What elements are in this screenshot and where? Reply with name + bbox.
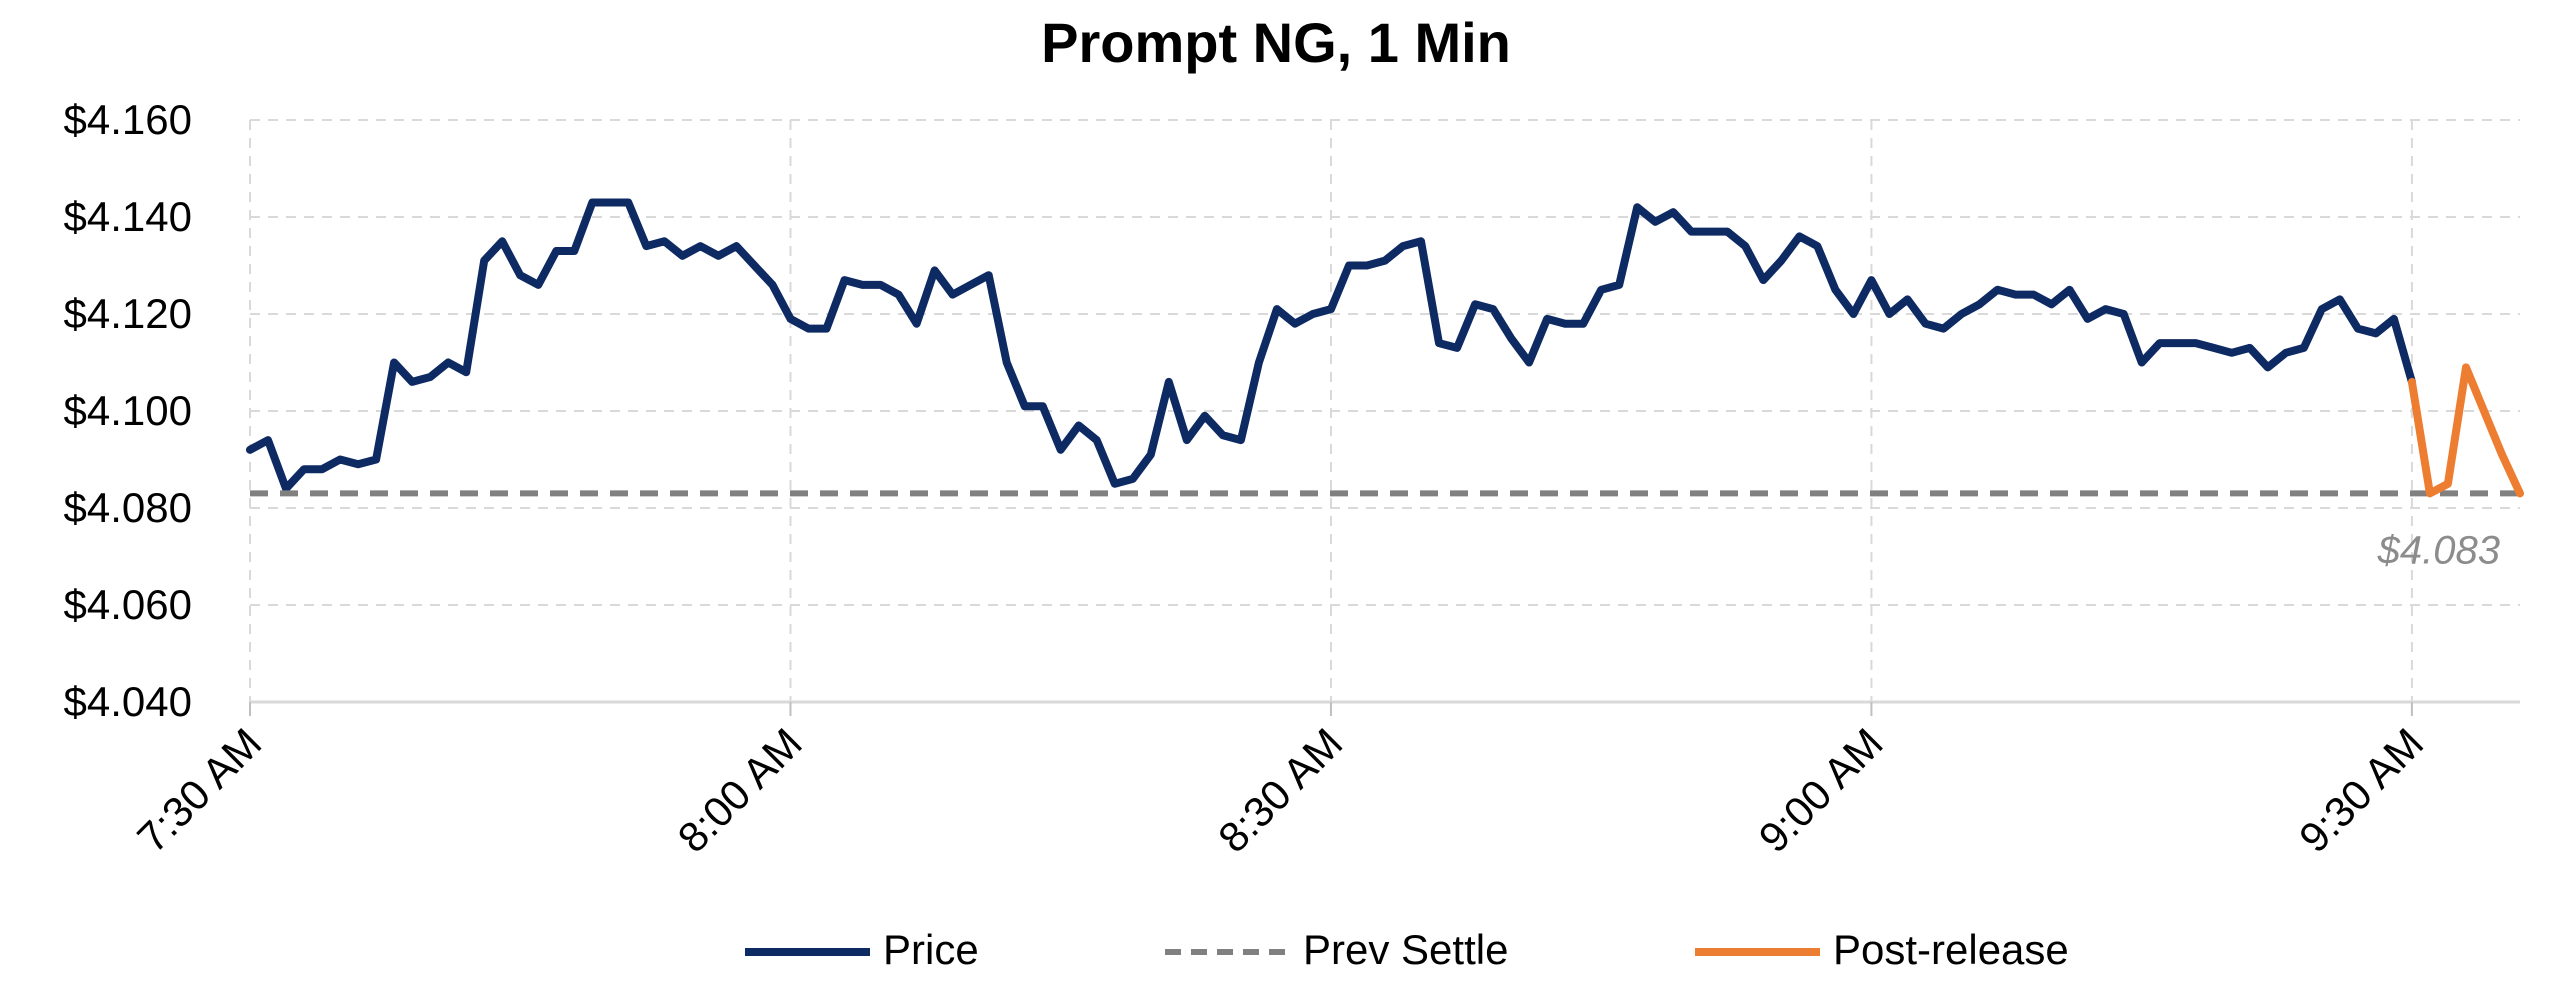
series-layer <box>246 198 2524 498</box>
y-tick-label: $4.120 <box>64 290 192 337</box>
y-tick-label: $4.160 <box>64 96 192 143</box>
legend: Price Prev Settle Post-release <box>745 926 2069 973</box>
legend-item-post-release: Post-release <box>1695 926 2069 973</box>
legend-label-prev-settle: Prev Settle <box>1303 926 1508 973</box>
x-tick-label: 8:00 AM <box>669 719 811 861</box>
legend-label-post-release: Post-release <box>1833 926 2069 973</box>
x-tick-label: 9:30 AM <box>2290 719 2432 861</box>
x-tick-label: 8:30 AM <box>1209 719 1351 861</box>
axes: $4.040 $4.060 $4.080 $4.100 $4.120 $4.140 $4.1… <box>64 96 2520 861</box>
y-tick-label: $4.140 <box>64 193 192 240</box>
y-tick-label: $4.060 <box>64 581 192 628</box>
y-tick-label: $4.100 <box>64 387 192 434</box>
legend-item-prev-settle: Prev Settle <box>1165 926 1508 973</box>
legend-label-price: Price <box>883 926 979 973</box>
series-line-post-release <box>2407 363 2524 498</box>
legend-item-price: Price <box>745 926 979 973</box>
chart-title: Prompt NG, 1 Min <box>1041 11 1511 74</box>
series-line-price <box>246 198 2416 493</box>
prev-settle-label: $4.083 <box>2377 528 2500 572</box>
x-tick-label: 9:00 AM <box>1750 719 1892 861</box>
y-tick-label: $4.040 <box>64 678 192 725</box>
y-tick-label: $4.080 <box>64 484 192 531</box>
annotations: $4.083 <box>2377 528 2500 572</box>
x-tick-label: 7:30 AM <box>128 719 270 861</box>
gridlines <box>249 119 2520 702</box>
